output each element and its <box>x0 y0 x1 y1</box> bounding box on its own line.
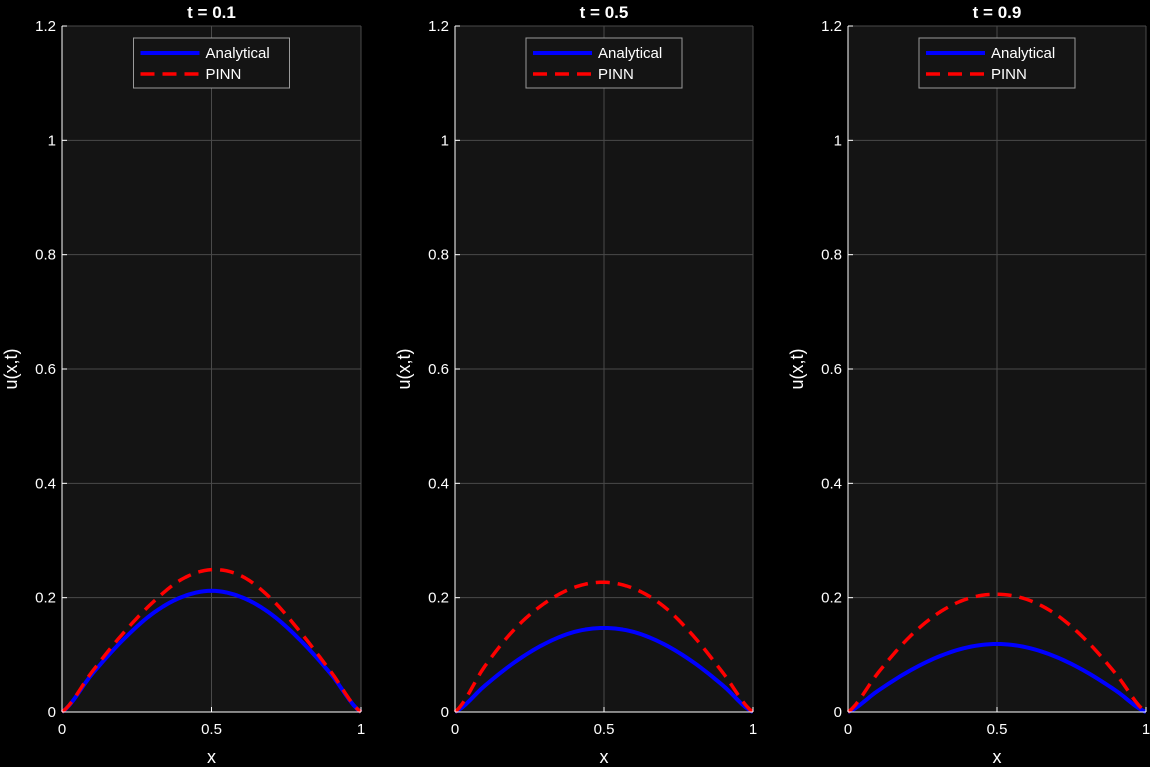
panel-1-xtick-label-2: 1 <box>357 721 365 738</box>
panel-3-ytick-label-5: 1 <box>834 132 842 149</box>
panel-1-ytick-label-0: 0 <box>48 704 56 721</box>
panel-2-legend: Analytical PINN <box>525 37 683 89</box>
panel-2-ytick-label-2: 0.4 <box>428 475 449 492</box>
panel-1-legend: Analytical PINN <box>133 37 290 89</box>
panel-3-ytick-label-2: 0.4 <box>821 475 842 492</box>
panel-3-series-analytical-line <box>847 641 1147 714</box>
panel-1-series-analytical-line <box>60 588 363 714</box>
panel-1-xtick-label-1: 0.5 <box>201 721 222 738</box>
panel-2-ytick-label-3: 0.6 <box>428 361 449 378</box>
panel-1-title: t = 0.1 <box>187 3 236 22</box>
panel-1-ytick-label-5: 1 <box>48 132 56 149</box>
panel-2-xtick-label-2: 1 <box>749 721 757 738</box>
panel-3-ytick-label-6: 1.2 <box>821 18 842 35</box>
panel-1-legend-label-pinn: PINN <box>206 66 242 83</box>
panel-1-ytick-label-2: 0.4 <box>35 475 56 492</box>
panel-1-y-axis-title: u(x,t) <box>1 348 21 389</box>
panel-3: 0 0.2 0.4 0.6 0.8 1 1.2 0 0.5 1 x u(x,t) t = 0.9 Anal… <box>787 3 1150 767</box>
panel-1-xtick-label-0: 0 <box>58 721 66 738</box>
panel-2-ytick-label-1: 0.2 <box>428 590 449 607</box>
panel-3-xtick-label-2: 1 <box>1142 721 1150 738</box>
panel-1-ytick-label-3: 0.6 <box>35 361 56 378</box>
panel-3-xtick-label-1: 0.5 <box>987 721 1008 738</box>
panel-3-ytick-label-4: 0.8 <box>821 247 842 264</box>
panel-1-legend-label-analytical: Analytical <box>206 45 270 62</box>
panel-2-series-analytical-line <box>454 625 754 714</box>
panel-3-series-pinn-line <box>846 592 1148 714</box>
panel-1-series-pinn-line <box>60 567 363 714</box>
panel-3-ytick-label-1: 0.2 <box>821 590 842 607</box>
panel-2-legend-label-analytical: Analytical <box>598 45 662 62</box>
panel-2-y-axis-title: u(x,t) <box>394 348 414 389</box>
panel-3-y-axis-title: u(x,t) <box>787 348 807 389</box>
panel-3-legend-box <box>918 37 1076 89</box>
panel-3-xtick-label-0: 0 <box>844 721 852 738</box>
panel-2-title: t = 0.5 <box>580 3 629 22</box>
panel-2-ytick-label-4: 0.8 <box>428 247 449 264</box>
panel-1-ytick-label-4: 0.8 <box>35 247 56 264</box>
panel-2-legend-box <box>525 37 683 89</box>
panel-1-ytick-label-1: 0.2 <box>35 590 56 607</box>
panel-3-legend-label-pinn: PINN <box>991 66 1027 83</box>
panel-3-x-axis-title: x <box>993 747 1002 767</box>
panel-2-x-axis-title: x <box>600 747 609 767</box>
panel-1-legend-box <box>133 37 290 89</box>
panel-3-title: t = 0.9 <box>973 3 1022 22</box>
panel-3-ytick-label-0: 0 <box>834 704 842 721</box>
panel-3-legend-label-analytical: Analytical <box>991 45 1055 62</box>
panel-2-xtick-label-1: 0.5 <box>594 721 615 738</box>
panel-2-legend-label-pinn: PINN <box>598 66 634 83</box>
panel-2-ytick-label-0: 0 <box>441 704 449 721</box>
panel-2-series-pinn-line <box>453 580 755 714</box>
panel-1: 0 0.2 0.4 0.6 0.8 1 1.2 0 0.5 1 x u(x,t) t = 0.1 Anal… <box>1 3 365 767</box>
panel-2: 0 0.2 0.4 0.6 0.8 1 1.2 0 0.5 1 x u(x,t) t = 0.5 Anal… <box>394 3 757 767</box>
panel-3-legend: Analytical PINN <box>918 37 1076 89</box>
panel-2-ytick-label-5: 1 <box>441 132 449 149</box>
panel-1-x-axis-title: x <box>207 747 216 767</box>
panel-2-ytick-label-6: 1.2 <box>428 18 449 35</box>
panel-3-ytick-label-3: 0.6 <box>821 361 842 378</box>
panel-1-ytick-label-6: 1.2 <box>35 18 56 35</box>
panel-2-xtick-label-0: 0 <box>451 721 459 738</box>
